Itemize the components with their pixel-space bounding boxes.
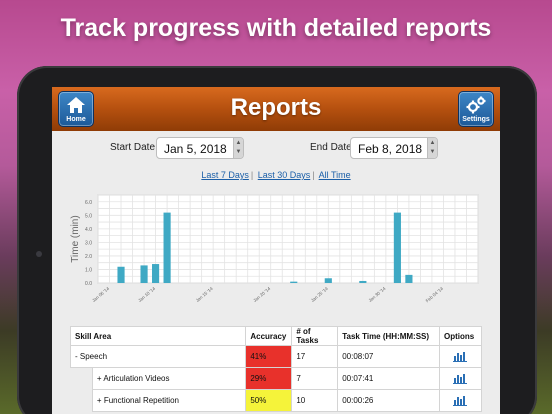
chart-bar <box>152 264 160 283</box>
page-title: Reports <box>230 94 322 121</box>
x-tick-label: Jan 30 '14 <box>367 286 386 303</box>
row-speech-options[interactable] <box>438 345 483 368</box>
x-tick-label: Jan 10 '14 <box>137 286 156 303</box>
y-tick-label: 5.0 <box>85 213 92 219</box>
row-functional-time: 00:00:26 <box>337 389 440 412</box>
chart-bar <box>290 281 298 283</box>
gear-icon <box>466 96 486 114</box>
x-tick-label: Jan 20 '14 <box>252 286 271 303</box>
bar-chart-icon[interactable] <box>453 351 468 362</box>
end-date-picker[interactable]: Feb 8, 2018 ▲ ▼ <box>350 137 438 159</box>
title-bar: Reports Home Settings <box>52 87 500 131</box>
bar-chart-icon[interactable] <box>453 395 468 406</box>
chart-bar <box>405 274 413 283</box>
range-all-time[interactable]: All Time <box>318 170 351 180</box>
x-tick-label: Jan 25 '14 <box>310 286 329 303</box>
y-axis-label: Time (min) <box>70 215 81 262</box>
y-tick-label: 4.0 <box>85 227 92 233</box>
settings-label: Settings <box>462 116 490 123</box>
row-articulation-name[interactable]: + Articulation Videos <box>91 367 247 390</box>
col-tasks: # of Tasks <box>291 326 339 346</box>
end-date-value: Feb 8, 2018 <box>358 142 423 156</box>
camera-dot <box>36 251 42 257</box>
end-date-chevron-icon: ▲ ▼ <box>427 138 437 158</box>
app-screen: Reports Home Settings Start <box>52 87 500 414</box>
row-speech-accuracy: 41% <box>245 345 293 368</box>
x-tick-label: Feb 04 '14 <box>425 286 445 304</box>
bar-chart-icon[interactable] <box>453 373 468 384</box>
y-tick-label: 0.0 <box>85 281 92 287</box>
table-row[interactable]: - Speech 41% 17 00:08:07 <box>69 345 483 368</box>
row-functional-accuracy: 50% <box>245 389 293 412</box>
chart-bar <box>117 266 125 283</box>
y-tick-label: 6.0 <box>85 200 92 206</box>
row-functional-name[interactable]: + Functional Repetition <box>91 389 247 412</box>
chart-bar <box>393 212 401 283</box>
row-articulation-time: 00:07:41 <box>337 367 440 390</box>
start-date-value: Jan 5, 2018 <box>164 142 227 156</box>
table-row[interactable]: + Articulation Videos 29% 7 00:07:41 <box>70 367 483 390</box>
y-tick-label: 3.0 <box>85 240 92 246</box>
col-skill-area: Skill Area <box>69 326 247 346</box>
col-options: Options <box>438 326 483 346</box>
x-tick-label: Jan 06 '14 <box>91 286 110 303</box>
row-articulation-tasks: 7 <box>291 367 339 390</box>
chart-bar <box>140 265 148 283</box>
home-icon <box>67 97 85 113</box>
row-speech-time: 00:08:07 <box>337 345 440 368</box>
range-links: Last 7 Days | Last 30 Days | All Time <box>201 170 351 180</box>
y-tick-label: 2.0 <box>85 254 92 260</box>
table-header-row: Skill Area Accuracy # of Tasks Task Time… <box>69 326 483 346</box>
start-date-label: Start Date <box>110 142 156 153</box>
table-row[interactable]: + Functional Repetition 50% 10 00:00:26 <box>70 389 483 412</box>
row-articulation-accuracy: 29% <box>245 367 293 390</box>
end-date-label: End Date <box>310 142 352 153</box>
col-accuracy: Accuracy <box>245 326 293 346</box>
chart-bar <box>359 280 367 283</box>
range-last-30-days[interactable]: Last 30 Days <box>257 170 311 180</box>
home-label: Home <box>66 116 86 123</box>
x-tick-label: Jan 15 '14 <box>195 286 214 303</box>
chart-bar <box>163 212 171 283</box>
row-functional-options[interactable] <box>438 389 483 412</box>
start-date-chevron-icon: ▲ ▼ <box>233 138 243 158</box>
y-tick-label: 1.0 <box>85 267 92 273</box>
row-functional-tasks: 10 <box>291 389 339 412</box>
skills-table: Skill Area Accuracy # of Tasks Task Time… <box>69 326 483 412</box>
time-chart: 0.0 1.0 2.0 3.0 4.0 5.0 6.0 Time (min) Jan 06 '1… <box>70 194 479 304</box>
chart-bar <box>324 278 332 283</box>
home-button[interactable]: Home <box>58 91 94 127</box>
settings-button[interactable]: Settings <box>458 91 494 127</box>
col-task-time: Task Time (HH:MM:SS) <box>337 326 440 346</box>
row-articulation-options[interactable] <box>438 367 483 390</box>
range-last-7-days[interactable]: Last 7 Days <box>201 170 249 180</box>
row-speech-name[interactable]: - Speech <box>69 345 247 368</box>
headline: Track progress with detailed reports <box>60 14 492 42</box>
row-speech-tasks: 17 <box>291 345 339 368</box>
start-date-picker[interactable]: Jan 5, 2018 ▲ ▼ <box>156 137 244 159</box>
